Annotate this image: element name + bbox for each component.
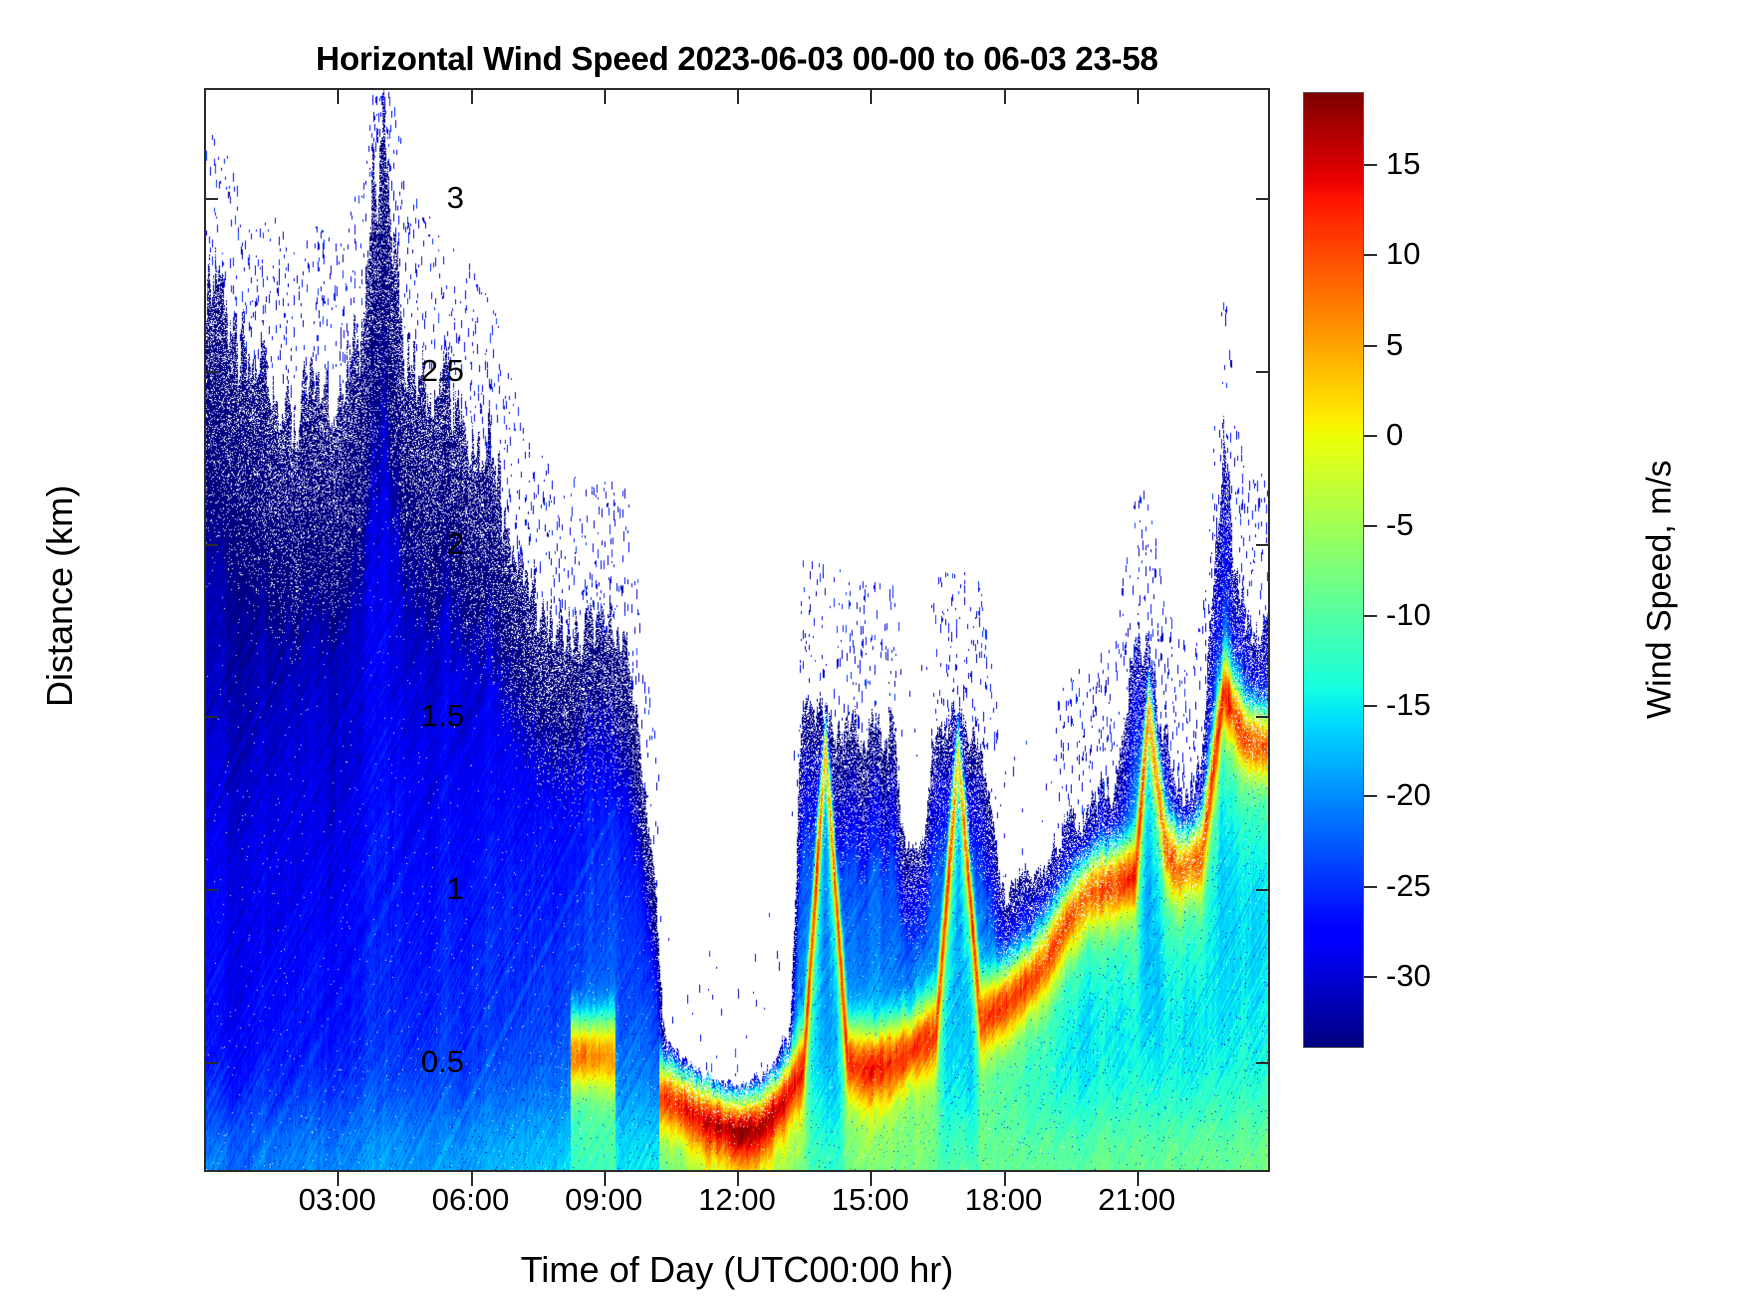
y-tick-mark-4: [204, 888, 218, 891]
colorbar-tick-label-7: -20: [1386, 777, 1431, 813]
x-tick-mark-top-0: [337, 90, 340, 104]
x-tick-label-0: 03:00: [298, 1182, 377, 1217]
y-tick-label-1: 2.5: [420, 353, 464, 389]
y-tick-mark-3: [204, 716, 218, 719]
y-tick-label-5: 0.5: [420, 1043, 464, 1079]
colorbar-tick-label-3: 0: [1386, 416, 1404, 452]
colorbar-tick-4: [1364, 524, 1377, 527]
colorbar-tick-6: [1364, 705, 1377, 708]
y-tick-label-4: 1: [446, 870, 464, 906]
colorbar-tick-3: [1364, 434, 1377, 437]
y-axis-label: Distance (km): [39, 484, 80, 708]
y-tick-mark-right-5: [1256, 1061, 1270, 1064]
main-axes: [204, 88, 1270, 1172]
y-tick-mark-0: [204, 198, 218, 201]
y-tick-mark-2: [204, 543, 218, 546]
colorbar-tick-0: [1364, 164, 1377, 167]
x-tick-label-2: 09:00: [564, 1182, 643, 1217]
y-tick-mark-1: [204, 371, 218, 374]
wind-speed-heatmap: [206, 90, 1268, 1170]
colorbar-tick-label-5: -10: [1386, 597, 1431, 633]
colorbar-tick-label-9: -30: [1386, 957, 1431, 993]
x-tick-label-6: 21:00: [1097, 1182, 1176, 1217]
x-tick-mark-4: [870, 1172, 873, 1186]
x-tick-mark-top-6: [1136, 90, 1139, 104]
colorbar-tick-label-1: 10: [1386, 236, 1421, 272]
y-tick-mark-5: [204, 1061, 218, 1064]
x-tick-mark-top-4: [870, 90, 873, 104]
x-tick-mark-6: [1136, 1172, 1139, 1186]
y-tick-label-0: 3: [446, 180, 464, 216]
x-tick-mark-1: [470, 1172, 473, 1186]
x-tick-mark-top-5: [1003, 90, 1006, 104]
y-tick-label-2: 2: [446, 525, 464, 561]
y-tick-mark-right-2: [1256, 543, 1270, 546]
colorbar-tick-5: [1364, 615, 1377, 618]
x-tick-mark-top-3: [737, 90, 739, 104]
colorbar-tick-8: [1364, 885, 1377, 888]
x-tick-mark-5: [1003, 1172, 1006, 1186]
colorbar-tick-9: [1364, 975, 1377, 978]
x-tick-label-5: 18:00: [964, 1182, 1043, 1217]
y-tick-mark-right-0: [1256, 198, 1270, 201]
colorbar-tick-label-6: -15: [1386, 687, 1431, 723]
colorbar-tick-label-8: -25: [1386, 867, 1431, 903]
colorbar-tick-label-4: -5: [1386, 506, 1414, 542]
x-tick-label-1: 06:00: [431, 1182, 510, 1217]
colorbar-tick-2: [1364, 344, 1377, 347]
x-tick-label-4: 15:00: [831, 1182, 910, 1217]
y-tick-mark-right-3: [1256, 716, 1270, 719]
x-tick-mark-top-1: [470, 90, 473, 104]
x-tick-mark-top-2: [603, 90, 606, 104]
x-tick-mark-0: [337, 1172, 340, 1186]
colorbar-gradient: [1304, 93, 1363, 1047]
colorbar-tick-7: [1364, 795, 1377, 798]
colorbar-tick-label-0: 15: [1386, 146, 1421, 182]
colorbar: [1303, 92, 1364, 1048]
colorbar-label: Wind Speed, m/s: [1640, 460, 1679, 719]
y-tick-label-3: 1.5: [420, 698, 464, 734]
colorbar-tick-label-2: 5: [1386, 326, 1404, 362]
x-tick-label-3: 12:00: [698, 1182, 776, 1217]
colorbar-tick-1: [1364, 254, 1377, 257]
x-tick-mark-3: [737, 1172, 739, 1186]
y-tick-mark-right-1: [1256, 371, 1270, 374]
chart-title: Horizontal Wind Speed 2023-06-03 00-00 t…: [315, 40, 1159, 77]
x-axis-label: Time of Day (UTC00:00 hr): [520, 1249, 954, 1290]
y-tick-mark-right-4: [1256, 888, 1270, 891]
x-tick-mark-2: [603, 1172, 606, 1186]
